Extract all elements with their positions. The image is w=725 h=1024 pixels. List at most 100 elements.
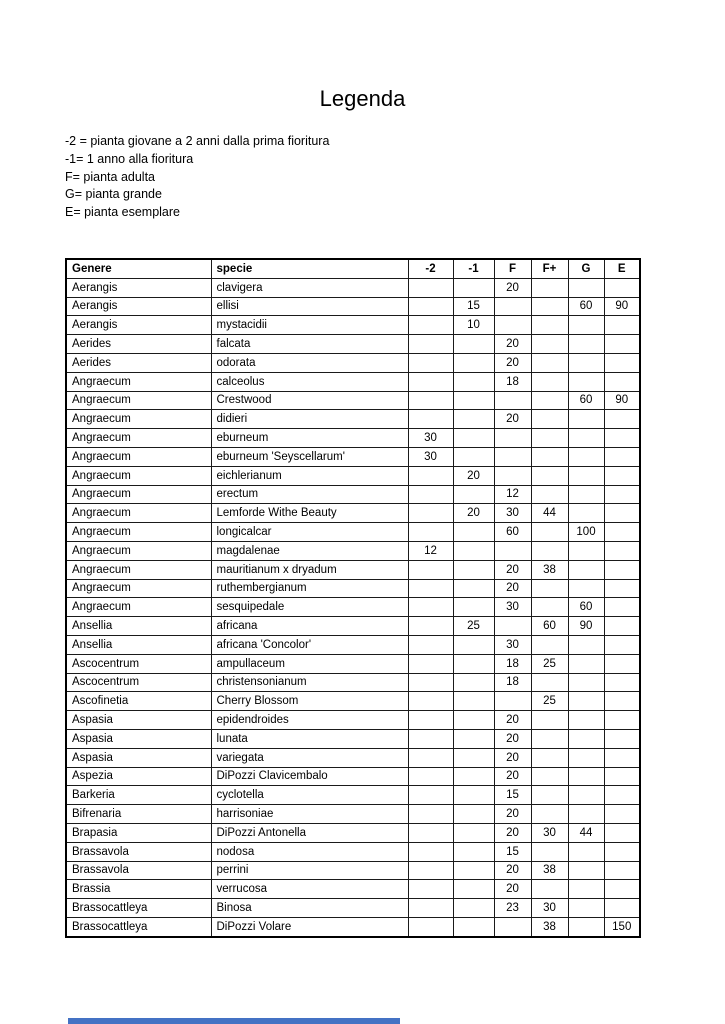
cell-price [407,653,454,674]
cell-price [603,578,641,599]
cell-price [530,277,569,298]
cell-price [407,390,454,411]
cell-price [567,371,605,392]
cell-genere: Aspezia [65,766,212,787]
cell-price [530,371,569,392]
cell-price [493,315,532,336]
cell-price [530,409,569,430]
cell-price: 30 [407,446,454,467]
cell-specie: DiPozzi Volare [210,916,409,938]
table-row: Angraecum eburneum 30 [65,428,641,448]
column-header-1: -1 [452,258,495,279]
cell-price: 20 [493,559,532,580]
table-row: Aerides falcata 20 [65,334,641,354]
cell-price [407,898,454,918]
cell-price: 20 [493,860,532,881]
cell-price [530,710,569,730]
table-header-row: Genere specie -2 -1 F F+ G E [65,258,641,279]
cell-specie: eburneum 'Seyscellarum' [210,446,409,467]
cell-genere: Angraecum [65,409,212,430]
cell-price [567,766,605,787]
cell-price [407,597,454,618]
cell-price: 30 [493,634,532,655]
cell-specie: verrucosa [210,879,409,900]
cell-price [452,277,495,298]
cell-price [603,785,641,806]
cell-price [452,916,495,938]
cell-price [603,653,641,674]
cell-price [603,804,641,824]
table-row: Angraecum sesquipedale 30 60 [65,597,641,618]
cell-price [603,691,641,712]
cell-genere: Brassavola [65,860,212,881]
cell-price [530,315,569,336]
cell-price [603,822,641,843]
cell-price [452,860,495,881]
cell-price [530,578,569,599]
cell-genere: Ascocentrum [65,653,212,674]
cell-price [603,522,641,542]
cell-price [603,841,641,862]
table-row: Aspasia epidendroides 20 [65,710,641,730]
cell-price: 10 [452,315,495,336]
cell-specie: longicalcar [210,522,409,542]
cell-price [407,334,454,354]
cell-genere: Angraecum [65,390,212,411]
cell-specie: sesquipedale [210,597,409,618]
cell-genere: Angraecum [65,597,212,618]
cell-price [452,484,495,505]
table-row: Brapasia DiPozzi Antonella 20 30 44 [65,822,641,843]
cell-price [603,371,641,392]
cell-price: 18 [493,653,532,674]
cell-price: 15 [452,296,495,317]
cell-price [530,428,569,448]
cell-price [452,747,495,768]
cell-price [530,352,569,373]
cell-price [493,465,532,486]
cell-price [567,334,605,354]
cell-price [407,766,454,787]
cell-genere: Angraecum [65,371,212,392]
cell-price: 150 [603,916,641,938]
cell-genere: Angraecum [65,428,212,448]
table-row: Angraecum Crestwood 60 90 [65,390,641,411]
cell-specie: erectum [210,484,409,505]
cell-specie: perrini [210,860,409,881]
cell-price: 20 [452,503,495,524]
cell-genere: Angraecum [65,465,212,486]
cell-price: 20 [493,747,532,768]
table-row: Brassocattleya DiPozzi Volare 38 150 [65,916,641,938]
column-header-f+: F+ [530,258,569,279]
cell-price [530,484,569,505]
table-row: Ansellia africana 25 60 90 [65,616,641,636]
cell-price [567,653,605,674]
cell-specie: falcata [210,334,409,354]
cell-price [603,315,641,336]
table-row: Aerangis mystacidii 10 [65,315,641,336]
column-header-e: E [603,258,641,279]
cell-price [603,484,641,505]
cell-specie: mauritianum x dryadum [210,559,409,580]
cell-price [567,672,605,693]
cell-specie: magdalenae [210,540,409,561]
table-row: Angraecum didieri 20 [65,409,641,430]
cell-price [567,352,605,373]
cell-price [567,710,605,730]
cell-genere: Brassocattleya [65,916,212,938]
legend-line: F= pianta adulta [65,169,155,184]
cell-genere: Brassavola [65,841,212,862]
cell-price: 20 [493,879,532,900]
cell-genere: Aerangis [65,315,212,336]
cell-price [530,390,569,411]
cell-specie: christensonianum [210,672,409,693]
cell-price: 38 [530,860,569,881]
table-row: Ascofinetia Cherry Blossom 25 [65,691,641,712]
column-header-genere: Genere [65,258,212,279]
cell-price [567,578,605,599]
table-row: Aerangis ellisi 15 60 90 [65,296,641,317]
cell-price [407,503,454,524]
table-body: Aerangis clavigera 20 Aerangis ellisi 15 60 90 A… [65,277,641,938]
cell-specie: ruthembergianum [210,578,409,599]
cell-genere: Angraecum [65,484,212,505]
